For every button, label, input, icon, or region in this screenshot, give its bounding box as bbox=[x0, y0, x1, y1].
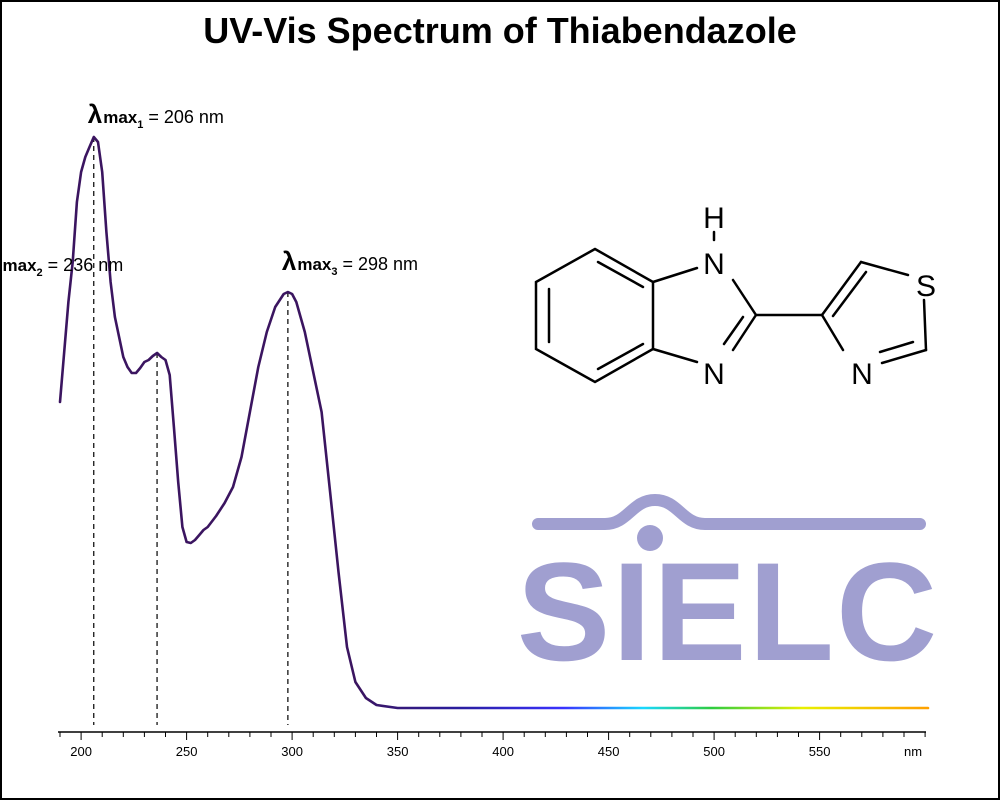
atom-s: S bbox=[916, 270, 936, 303]
logo-text: SIELC bbox=[517, 533, 939, 690]
structure-atoms: H N N S N bbox=[703, 202, 936, 391]
bond-c2-n3 bbox=[880, 348, 928, 365]
bond-n-c bbox=[651, 347, 699, 364]
x-axis: 200 250 300 350 400 450 500 550 nm bbox=[58, 731, 926, 759]
peak-label: λmax2 = 236 nm bbox=[0, 247, 123, 279]
tick-label: 450 bbox=[598, 744, 620, 759]
benzene-double-bond-3 bbox=[596, 342, 645, 371]
bond-c2-n bbox=[731, 313, 758, 352]
series-group bbox=[58, 135, 930, 710]
x-unit-label: nm bbox=[904, 744, 922, 759]
chemical-structure bbox=[534, 230, 928, 384]
tick-label: 500 bbox=[703, 744, 725, 759]
tick-label: 200 bbox=[70, 744, 92, 759]
bond-c4-c5-double bbox=[831, 270, 868, 318]
benzene-ring bbox=[534, 247, 655, 384]
bond-c4-c5 bbox=[820, 260, 863, 317]
bond-c-nh bbox=[651, 266, 699, 284]
atom-n-thiazole: N bbox=[851, 358, 873, 391]
peak-label: λmax3 = 298 nm bbox=[282, 246, 418, 278]
tick-label: 400 bbox=[492, 744, 514, 759]
benzene-double-bond-2 bbox=[596, 260, 645, 289]
bond-n3-c4 bbox=[820, 313, 845, 352]
peak-label: λmax1 = 206 nm bbox=[88, 99, 224, 131]
atom-n-imidazole: N bbox=[703, 358, 725, 391]
bond-s-c2 bbox=[922, 298, 928, 352]
logo-i-dot bbox=[637, 525, 663, 551]
bond-nh-c2 bbox=[731, 278, 758, 317]
atom-h: H bbox=[703, 202, 725, 235]
peak-guides bbox=[93, 137, 289, 725]
tick-label: 250 bbox=[176, 744, 198, 759]
tick-label: 300 bbox=[281, 744, 303, 759]
spectrum-line bbox=[58, 135, 930, 710]
tick-label: 550 bbox=[809, 744, 831, 759]
peak-annotations: λmax1 = 206 nm λmax2 = 236 nm λmax3 = 298 … bbox=[0, 99, 418, 279]
bond-c5-s bbox=[859, 260, 910, 277]
chart-title: UV-Vis Spectrum of Thiabendazole bbox=[203, 10, 797, 51]
logo-swoosh bbox=[532, 493, 926, 530]
tick-label: 350 bbox=[387, 744, 409, 759]
atom-nh: N bbox=[703, 248, 725, 281]
bond-c2-n3-double bbox=[878, 340, 915, 354]
bond-c2-n-double bbox=[722, 315, 745, 346]
sielc-logo: SIELC bbox=[517, 493, 939, 690]
